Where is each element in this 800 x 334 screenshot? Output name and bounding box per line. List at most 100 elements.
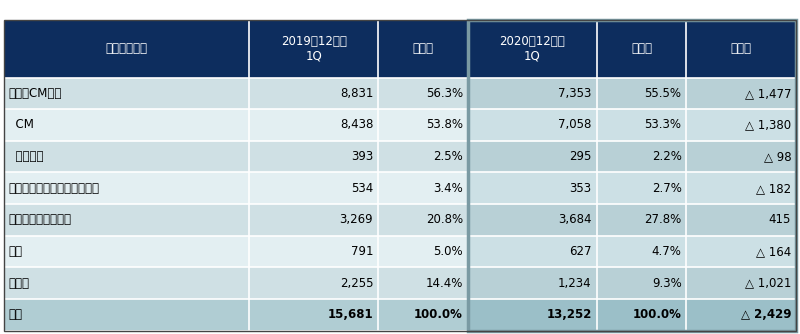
Text: 海外: 海外 <box>8 245 22 258</box>
Text: 53.3%: 53.3% <box>645 119 682 132</box>
Bar <box>249 109 378 141</box>
Bar <box>249 236 378 268</box>
Bar <box>378 299 468 331</box>
Bar <box>249 141 378 172</box>
Text: 627: 627 <box>570 245 592 258</box>
Text: △ 1,021: △ 1,021 <box>745 277 791 290</box>
Text: △ 182: △ 182 <box>756 182 791 195</box>
Text: 3,684: 3,684 <box>558 213 592 226</box>
Text: 合計: 合計 <box>8 308 22 321</box>
Bar <box>468 299 597 331</box>
Bar <box>597 77 686 109</box>
Bar <box>686 268 796 299</box>
Bar <box>468 109 597 141</box>
Text: エンタテイメントコンテンツ: エンタテイメントコンテンツ <box>8 182 99 195</box>
Bar <box>597 109 686 141</box>
Text: 56.3%: 56.3% <box>426 87 463 100</box>
Bar <box>597 236 686 268</box>
Text: △ 98: △ 98 <box>763 150 791 163</box>
Bar <box>249 77 378 109</box>
Bar <box>686 299 796 331</box>
Bar <box>378 172 468 204</box>
Text: 2.2%: 2.2% <box>652 150 682 163</box>
Bar <box>468 236 597 268</box>
Bar <box>378 109 468 141</box>
Bar <box>378 236 468 268</box>
Bar <box>4 20 249 77</box>
Bar <box>686 236 796 268</box>
Text: △ 1,477: △ 1,477 <box>745 87 791 100</box>
Bar <box>4 172 249 204</box>
Text: 15,681: 15,681 <box>327 308 373 321</box>
Text: 2.5%: 2.5% <box>433 150 463 163</box>
Bar <box>4 299 249 331</box>
Text: 27.8%: 27.8% <box>644 213 682 226</box>
Bar <box>249 172 378 204</box>
Bar <box>249 268 378 299</box>
Bar <box>4 204 249 236</box>
Text: 20.8%: 20.8% <box>426 213 463 226</box>
Bar <box>597 172 686 204</box>
Text: 100.0%: 100.0% <box>633 308 682 321</box>
Text: 3.4%: 3.4% <box>433 182 463 195</box>
Text: 構成比: 構成比 <box>631 42 652 55</box>
Bar <box>686 109 796 141</box>
Bar <box>468 20 796 331</box>
Text: 8,831: 8,831 <box>340 87 373 100</box>
Text: 3,269: 3,269 <box>339 213 373 226</box>
Text: 100.0%: 100.0% <box>414 308 463 321</box>
Bar <box>597 141 686 172</box>
Text: 8,438: 8,438 <box>340 119 373 132</box>
Text: 前期比: 前期比 <box>730 42 752 55</box>
Bar <box>468 141 597 172</box>
Text: 構成比: 構成比 <box>412 42 434 55</box>
Bar <box>468 172 597 204</box>
Text: 791: 791 <box>350 245 373 258</box>
Text: 2.7%: 2.7% <box>652 182 682 195</box>
Bar <box>686 204 796 236</box>
Bar <box>686 141 796 172</box>
Text: 2019年12月期
1Q: 2019年12月期 1Q <box>281 35 346 63</box>
Text: 4.7%: 4.7% <box>652 245 682 258</box>
Text: 7,353: 7,353 <box>558 87 592 100</box>
Bar <box>249 204 378 236</box>
Bar <box>468 77 597 109</box>
Text: 295: 295 <box>570 150 592 163</box>
Bar <box>686 20 796 77</box>
Bar <box>686 172 796 204</box>
Text: CM: CM <box>8 119 34 132</box>
Bar <box>4 141 249 172</box>
Text: 9.3%: 9.3% <box>652 277 682 290</box>
Text: △ 2,429: △ 2,429 <box>741 308 791 321</box>
Bar <box>597 20 686 77</box>
Bar <box>686 77 796 109</box>
Text: 2,255: 2,255 <box>340 277 373 290</box>
Bar <box>468 268 597 299</box>
Text: デジタルコンテンツ: デジタルコンテンツ <box>8 213 71 226</box>
Bar <box>378 268 468 299</box>
Bar <box>249 20 378 77</box>
Bar <box>4 268 249 299</box>
Bar <box>378 204 468 236</box>
Text: 単位：百万円: 単位：百万円 <box>106 42 147 55</box>
Bar <box>4 236 249 268</box>
Text: 7,058: 7,058 <box>558 119 592 132</box>
Bar <box>468 20 597 77</box>
Text: プリント: プリント <box>8 150 43 163</box>
Text: 353: 353 <box>570 182 592 195</box>
Text: その他: その他 <box>8 277 29 290</box>
Bar <box>378 20 468 77</box>
Bar <box>597 268 686 299</box>
Text: 5.0%: 5.0% <box>434 245 463 258</box>
Text: △ 164: △ 164 <box>756 245 791 258</box>
Text: 2020年12月期
1Q: 2020年12月期 1Q <box>499 35 565 63</box>
Bar <box>378 141 468 172</box>
Bar <box>468 204 597 236</box>
Text: 534: 534 <box>351 182 373 195</box>
Text: △ 1,380: △ 1,380 <box>745 119 791 132</box>
Text: 13,252: 13,252 <box>546 308 592 321</box>
Text: テレビCM制作: テレビCM制作 <box>8 87 62 100</box>
Text: 55.5%: 55.5% <box>645 87 682 100</box>
Bar <box>597 299 686 331</box>
Text: 53.8%: 53.8% <box>426 119 463 132</box>
